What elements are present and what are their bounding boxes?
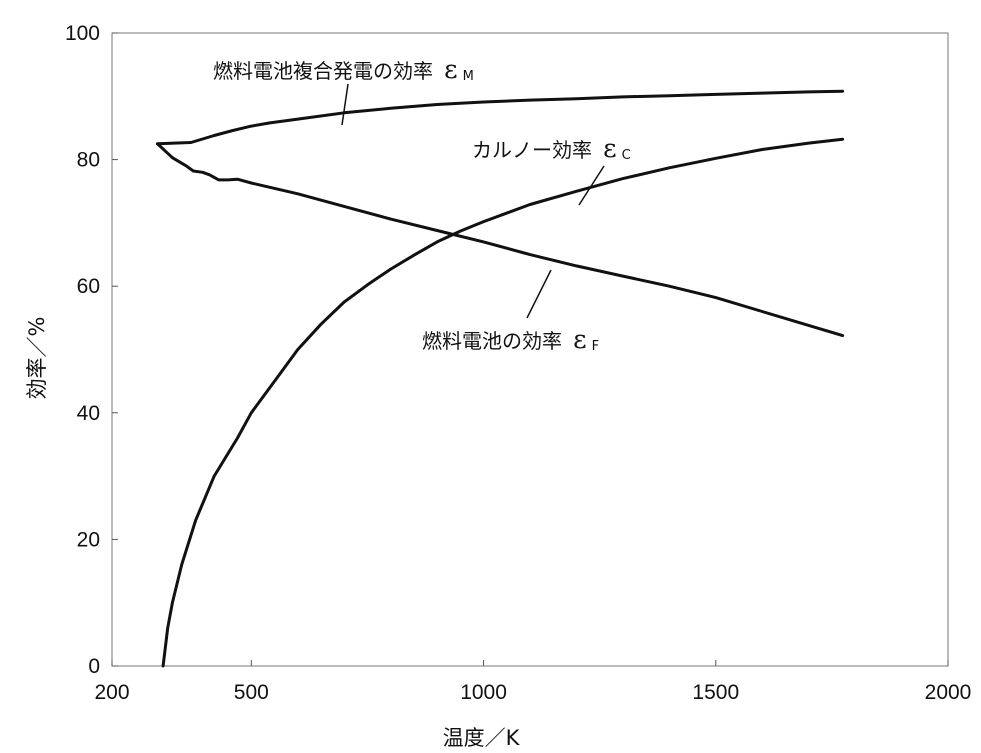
y-tick-label: 60 (77, 275, 100, 298)
y-axis-title: 効率／% (25, 317, 49, 400)
fuel-cell-efficiency-line (156, 142, 845, 338)
series-label-combined: 燃料電池複合発電の効率 ε M (213, 55, 474, 85)
x-axis-title: 温度／K (443, 726, 521, 750)
carnot-efficiency-line (161, 137, 845, 668)
leader-line (526, 269, 552, 319)
x-tick-label: 2000 (925, 681, 972, 704)
x-tick-label: 200 (94, 681, 129, 704)
x-tick-label: 1000 (460, 681, 507, 704)
curves (156, 89, 845, 668)
leader-line (578, 165, 605, 206)
y-tick-label: 0 (88, 655, 100, 678)
leader-line (341, 83, 349, 126)
leader-lines (341, 83, 605, 319)
plot-frame (111, 32, 949, 667)
y-tick-label: 80 (77, 149, 100, 172)
x-tick-label: 500 (234, 681, 269, 704)
y-tick-label: 100 (65, 22, 100, 45)
axis-ticks: 200 500 1000 1500 2000 0 20 40 60 80 100 (65, 22, 971, 704)
y-tick-label: 20 (77, 528, 100, 551)
series-label-fuel-cell: 燃料電池の効率 ε F (422, 325, 599, 355)
y-tick-label: 40 (77, 402, 100, 425)
x-tick-label: 1500 (692, 681, 739, 704)
combined-efficiency-line (156, 89, 845, 146)
series-label-carnot: カルノー効率 ε C (472, 134, 631, 164)
